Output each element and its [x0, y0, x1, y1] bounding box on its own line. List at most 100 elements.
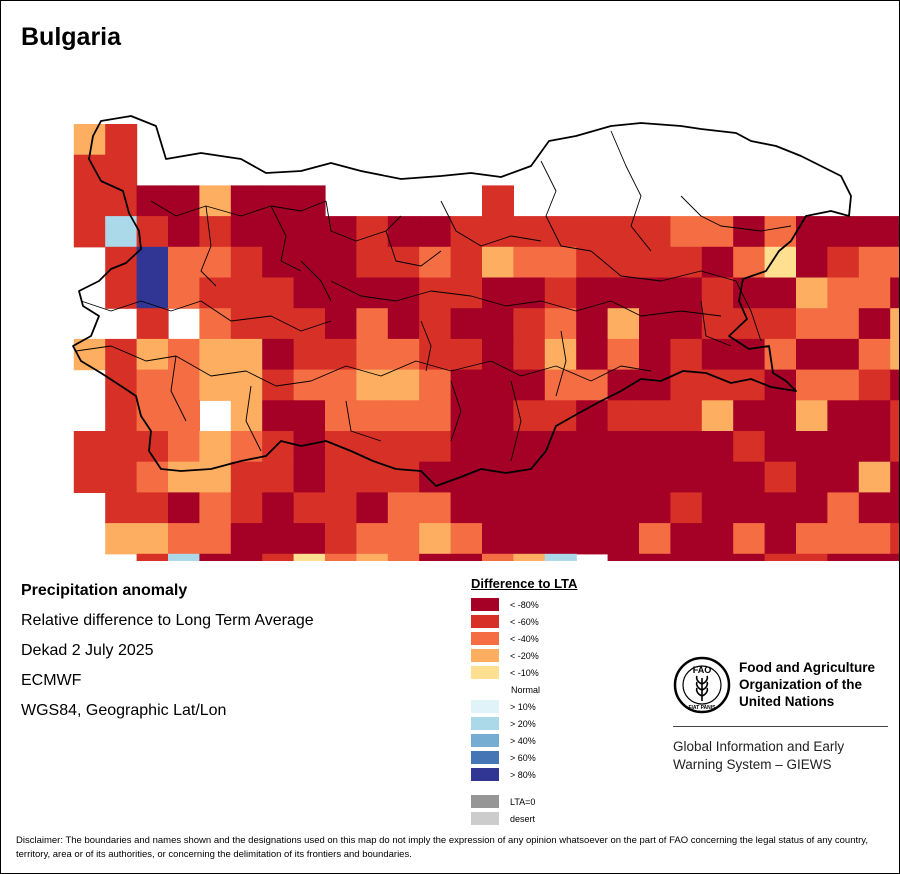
grid-cell-lt20: [387, 369, 420, 401]
grid-cell-lt40: [168, 246, 200, 279]
grid-cell-lt80: [230, 523, 263, 555]
grid-cell-lt40: [325, 553, 357, 561]
grid-cell-lt60: [890, 523, 899, 555]
grid-cell-lt80: [356, 492, 389, 524]
grid-cell-lt40: [387, 338, 420, 371]
grid-cell-lt60: [230, 308, 263, 340]
map-canvas: [72, 115, 899, 561]
grid-cell-lt80: [450, 308, 483, 340]
grid-cell-lt40: [670, 216, 703, 248]
grid-cell-lt60: [199, 216, 232, 248]
province-boundary: [200, 205, 217, 287]
grid-cell-lt40: [168, 431, 200, 463]
grid-cell-lt20: [199, 338, 232, 371]
legend-swatch: [471, 812, 499, 825]
grid-cell-lt80: [607, 553, 640, 561]
grid-cell-lt40: [858, 277, 891, 309]
legend-item: < -80%: [471, 596, 631, 613]
grid-cell-lt80: [670, 523, 703, 555]
grid-cell-lt60: [262, 431, 295, 463]
legend-label: > 10%: [510, 701, 536, 712]
legend-swatch: [471, 795, 499, 808]
grid-cell-lt60: [356, 461, 389, 493]
grid-cell-lt80: [827, 338, 860, 371]
grid-cell-lt60: [858, 369, 891, 401]
grid-cell-lt40: [858, 338, 891, 371]
grid-cell-lt80: [482, 461, 514, 493]
grid-cell-lt60: [827, 246, 860, 279]
grid-cell-lt80: [670, 553, 703, 561]
grid-cell-lt80: [419, 461, 452, 493]
grid-cell-lt60: [607, 400, 640, 432]
grid-cell-lt40: [199, 523, 232, 555]
grid-cell-lt80: [796, 461, 828, 493]
grid-cell-lt20: [230, 338, 263, 371]
grid-cell-lt80: [513, 461, 546, 493]
province-boundary: [245, 385, 262, 452]
grid-cell-lt60: [356, 431, 389, 463]
grid-cell-lt60: [262, 308, 295, 340]
grid-cell-lt80: [482, 369, 514, 401]
grid-cell-lt60: [262, 553, 295, 561]
grid-cell-lt40: [387, 400, 420, 432]
legend-normal-label: Normal: [511, 684, 541, 695]
grid-cell-lt80: [890, 461, 899, 493]
grid-cell-lt80: [890, 492, 899, 524]
grid-cell-lt60: [230, 277, 263, 309]
grid-cell-lt40: [827, 523, 860, 555]
grid-cell-lt40: [733, 523, 766, 555]
fao-logo-letters: FAO: [693, 665, 712, 675]
grid-cell-lt80: [607, 277, 640, 309]
province-boundary: [555, 330, 567, 397]
grid-cell-lt80: [858, 431, 891, 463]
fao-divider: [673, 726, 888, 727]
grid-cell-lt40: [858, 523, 891, 555]
grid-cell-lt80: [670, 461, 703, 493]
grid-cell-lt80: [607, 523, 640, 555]
province-boundary: [330, 280, 472, 302]
grid-cell-lt10: [293, 553, 326, 561]
grid-cell-lt80: [607, 492, 640, 524]
grid-cell-lt80: [419, 216, 452, 248]
grid-cell-lt80: [356, 277, 389, 309]
grid-cell-lt80: [733, 400, 766, 432]
legend-swatch: [471, 666, 499, 679]
grid-cell-lt60: [105, 431, 138, 463]
grid-cell-lt80: [230, 185, 263, 217]
grid-cell-lt20: [199, 461, 232, 493]
legend-label: < -10%: [510, 667, 539, 678]
legend-title: Difference to LTA: [471, 576, 578, 591]
grid-cell-lt60: [513, 308, 546, 340]
grid-cell-lt80: [513, 492, 546, 524]
grid-cell-lt60: [136, 492, 169, 524]
grid-cell-lt60: [73, 216, 106, 248]
grid-cell-lt80: [796, 431, 828, 463]
province-boundary: [450, 360, 592, 382]
province-boundary: [345, 400, 382, 442]
grid-cell-lt20: [356, 553, 389, 561]
info-heading: Precipitation anomaly: [21, 582, 188, 599]
grid-cell-lt60: [419, 308, 452, 340]
grid-cell-lt60: [670, 246, 703, 279]
grid-cell-lt80: [858, 216, 891, 248]
grid-cell-lt60: [356, 246, 389, 279]
grid-cell-lt80: [670, 431, 703, 463]
grid-cell-lt80: [701, 338, 734, 371]
grid-cell-lt80: [701, 523, 734, 555]
fao-name-line2: Organization of the: [739, 677, 862, 692]
grid-cell-lt80: [733, 277, 766, 309]
grid-cell-lt60: [387, 431, 420, 463]
grid-cell-lt80: [136, 185, 169, 217]
grid-cell-lt80: [764, 431, 797, 463]
grid-cell-lt40: [827, 277, 860, 309]
grid-cell-lt60: [701, 369, 734, 401]
grid-cell-lt60: [670, 338, 703, 371]
grid-cell-lt20: [513, 553, 546, 561]
grid-cell-lt60: [670, 492, 703, 524]
grid-cell-lt80: [796, 492, 828, 524]
grid-cell-lt80: [482, 523, 514, 555]
legend-swatch: [471, 615, 499, 628]
grid-cell-lt60: [607, 216, 640, 248]
legend-swatch: [471, 649, 499, 662]
province-boundary: [325, 200, 402, 242]
